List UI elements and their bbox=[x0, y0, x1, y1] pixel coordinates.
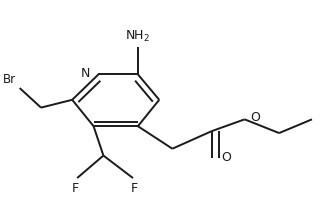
Text: F: F bbox=[131, 182, 138, 195]
Text: N: N bbox=[81, 67, 90, 80]
Text: O: O bbox=[250, 111, 260, 124]
Text: Br: Br bbox=[3, 73, 16, 86]
Text: O: O bbox=[221, 151, 231, 164]
Text: F: F bbox=[72, 182, 79, 195]
Text: NH$_2$: NH$_2$ bbox=[125, 29, 150, 44]
